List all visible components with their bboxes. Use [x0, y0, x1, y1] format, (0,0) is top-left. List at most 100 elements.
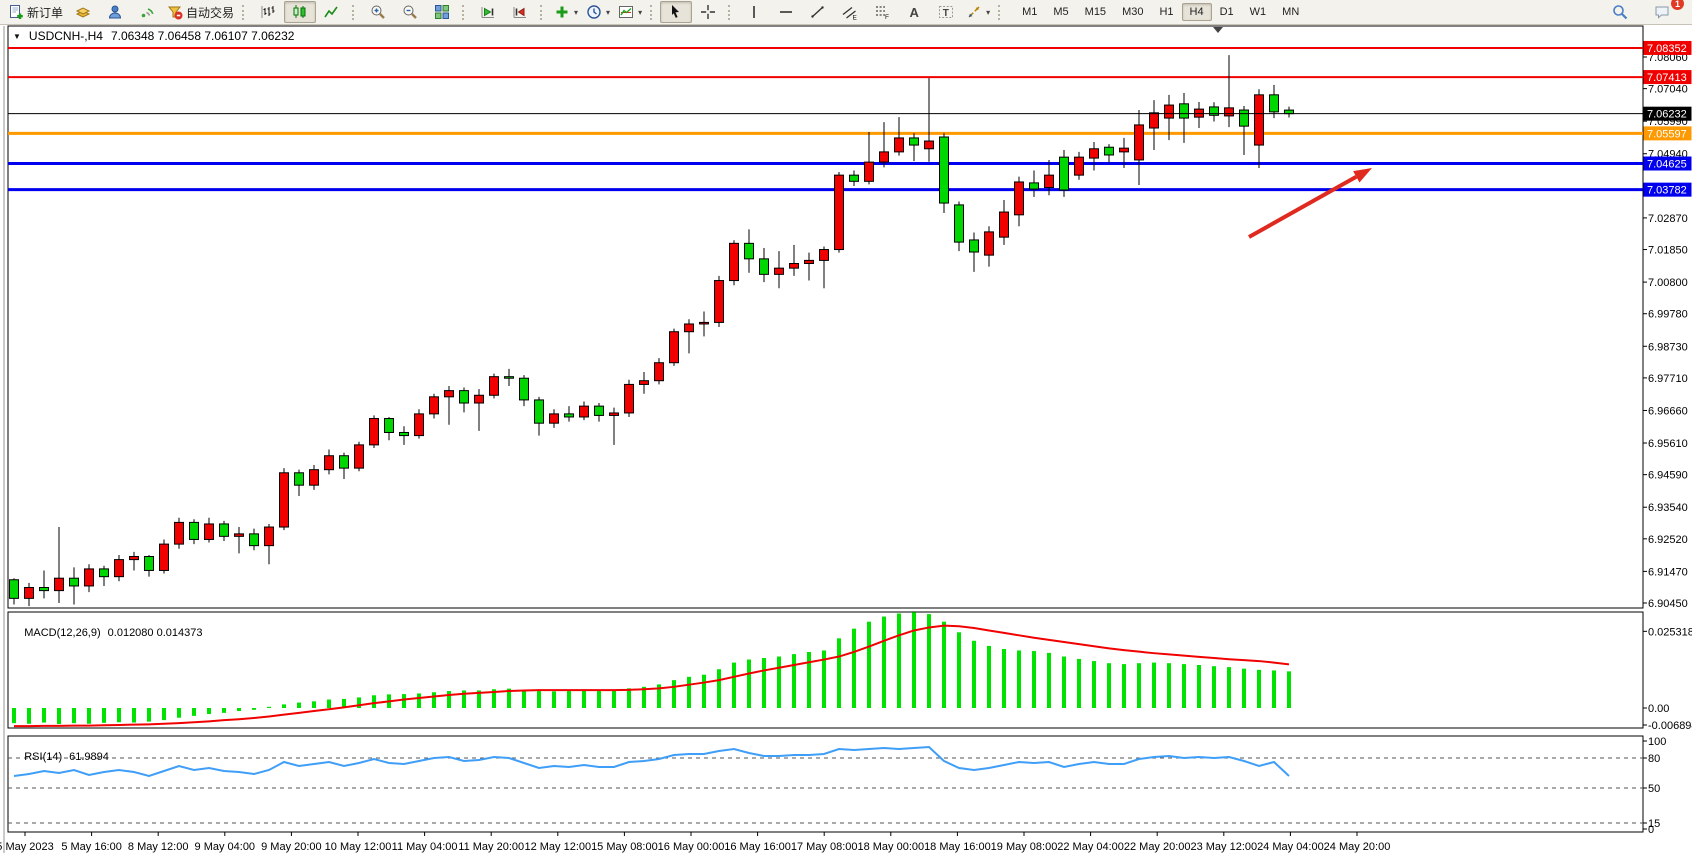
time-axis-label[interactable]: 11 May 04:00: [392, 841, 458, 853]
signals-button[interactable]: [131, 1, 163, 23]
price-axis-label[interactable]: 6.98730: [1648, 341, 1688, 353]
price-axis-label[interactable]: 7.08060: [1648, 52, 1688, 64]
rsi-pane[interactable]: [7, 735, 1644, 833]
candle-body: [789, 263, 799, 269]
time-axis-label[interactable]: 5 May 16:00: [61, 841, 122, 853]
time-axis-label[interactable]: 9 May 20:00: [261, 841, 322, 853]
tf-button-d1[interactable]: D1: [1219, 6, 1234, 18]
toolbar-separator: [998, 4, 1004, 20]
line-chart-button[interactable]: [316, 1, 348, 23]
auto-trading-button[interactable]: 自动交易: [163, 1, 238, 23]
candle-chart-button[interactable]: [284, 1, 317, 23]
time-axis-label[interactable]: 15 May 08:00: [591, 841, 658, 853]
price-axis-label[interactable]: 6.91470: [1648, 566, 1688, 578]
bar-chart-button[interactable]: [252, 1, 284, 23]
time-axis-label[interactable]: 9 May 04:00: [195, 841, 256, 853]
equidistant-channel-button[interactable]: E: [834, 1, 866, 23]
dropdown-caret-icon[interactable]: ▾: [574, 7, 579, 17]
time-axis-label[interactable]: 22 May 04:00: [1057, 841, 1124, 853]
search-button[interactable]: [1604, 1, 1636, 23]
price-axis-label[interactable]: 6.93540: [1648, 502, 1688, 514]
chart-shift-marker-icon[interactable]: [1213, 27, 1223, 33]
rsi-axis-label[interactable]: 80: [1648, 753, 1660, 765]
dropdown-caret-icon[interactable]: ▾: [986, 7, 991, 17]
time-axis-label[interactable]: 5 May 2023: [0, 841, 54, 853]
annotation-arrow-head[interactable]: [1353, 168, 1372, 183]
indicators-button[interactable]: ▾: [550, 1, 582, 23]
zoom-in-button[interactable]: [362, 1, 394, 23]
price-axis-label[interactable]: 6.97710: [1648, 373, 1688, 385]
tile-windows-button[interactable]: [426, 1, 458, 23]
price-axis-label[interactable]: 6.99780: [1648, 309, 1688, 321]
auto-scroll-button[interactable]: [472, 1, 504, 23]
zoom-out-button[interactable]: [394, 1, 426, 23]
rsi-axis-label[interactable]: 15: [1648, 818, 1660, 830]
macd-histogram-bar: [822, 650, 826, 709]
time-axis-label[interactable]: 23 May 12:00: [1190, 841, 1257, 853]
cursor-button[interactable]: [660, 1, 693, 23]
market-button[interactable]: [67, 1, 99, 23]
rsi-axis-label[interactable]: 100: [1648, 736, 1666, 748]
macd-histogram-bar: [222, 708, 226, 713]
macd-histogram-bar: [1122, 664, 1126, 709]
candle-body: [774, 267, 784, 275]
time-axis-label[interactable]: 11 May 20:00: [458, 841, 524, 853]
time-axis-label[interactable]: 12 May 12:00: [524, 841, 591, 853]
time-axis-label[interactable]: 19 May 08:00: [991, 841, 1058, 853]
macd-histogram-bar: [522, 689, 526, 709]
arrows-button[interactable]: ▾: [962, 1, 994, 23]
price-axis-label[interactable]: 7.01850: [1648, 245, 1688, 257]
time-axis-label[interactable]: 24 May 04:00: [1257, 841, 1324, 853]
time-axis-label[interactable]: 16 May 16:00: [724, 841, 791, 853]
macd-axis-label[interactable]: 0.025318: [1648, 626, 1692, 638]
time-axis-label[interactable]: 17 May 08:00: [791, 841, 858, 853]
tf-button-h1[interactable]: H1: [1159, 6, 1174, 18]
tf-button-w1[interactable]: W1: [1249, 6, 1267, 18]
tf-button-m1[interactable]: M1: [1022, 6, 1038, 18]
crosshair-button[interactable]: [692, 1, 724, 23]
price-axis-label[interactable]: 7.07040: [1648, 84, 1688, 96]
price-axis-label[interactable]: 6.96660: [1648, 405, 1688, 417]
tf-button-h4[interactable]: H4: [1181, 3, 1212, 21]
price-axis-label[interactable]: 6.92520: [1648, 534, 1688, 546]
annotation-arrow-line[interactable]: [1248, 175, 1358, 239]
time-axis-label[interactable]: 8 May 12:00: [128, 841, 189, 853]
macd-axis-label[interactable]: -0.006894: [1648, 720, 1692, 732]
templates-button[interactable]: ▾: [614, 1, 646, 23]
tf-button-mn[interactable]: MN: [1282, 6, 1300, 18]
rsi-axis-label[interactable]: 0: [1648, 824, 1654, 836]
time-axis-label[interactable]: 24 May 20:00: [1324, 841, 1391, 853]
trendline-button[interactable]: [802, 1, 834, 23]
fibonacci-button[interactable]: F: [866, 1, 898, 23]
price-axis-label[interactable]: 7.02870: [1648, 213, 1688, 225]
time-axis-label[interactable]: 16 May 00:00: [658, 841, 725, 853]
dropdown-caret-icon[interactable]: ▾: [638, 7, 643, 17]
community-button[interactable]: [99, 1, 131, 23]
periods-button[interactable]: ▾: [582, 1, 614, 23]
text-label-button[interactable]: T: [930, 1, 962, 23]
macd-axis-label[interactable]: 0.00: [1648, 703, 1669, 715]
price-axis-label[interactable]: 6.94590: [1648, 470, 1688, 482]
dropdown-caret-icon[interactable]: ▾: [606, 7, 611, 17]
chart-shift-button[interactable]: [504, 1, 536, 23]
time-axis-label[interactable]: 10 May 12:00: [325, 841, 392, 853]
zoom-in-icon: [371, 5, 385, 19]
new-order-button[interactable]: 新订单: [4, 1, 67, 23]
horizontal-line-button[interactable]: [770, 1, 802, 23]
notifications-button[interactable]: 1: [1646, 0, 1684, 23]
vertical-line-button[interactable]: [738, 1, 770, 23]
price-axis-label[interactable]: 6.90450: [1648, 598, 1688, 610]
tf-button-m5[interactable]: M5: [1053, 6, 1069, 18]
price-axis-label[interactable]: 6.95610: [1648, 438, 1688, 450]
time-axis-label[interactable]: 18 May 00:00: [857, 841, 924, 853]
price-axis-label[interactable]: 7.00800: [1648, 277, 1688, 289]
time-axis-label[interactable]: 18 May 16:00: [924, 841, 991, 853]
tf-button-m30[interactable]: M30: [1122, 6, 1144, 18]
rsi-axis-label[interactable]: 50: [1648, 783, 1660, 795]
price-line-badge: [1643, 70, 1692, 85]
text-button[interactable]: A: [898, 1, 930, 23]
time-axis-label[interactable]: 22 May 20:00: [1124, 841, 1191, 853]
chart-menu-triangle-icon[interactable]: ▼: [13, 31, 21, 41]
tf-button-m15[interactable]: M15: [1084, 6, 1107, 18]
